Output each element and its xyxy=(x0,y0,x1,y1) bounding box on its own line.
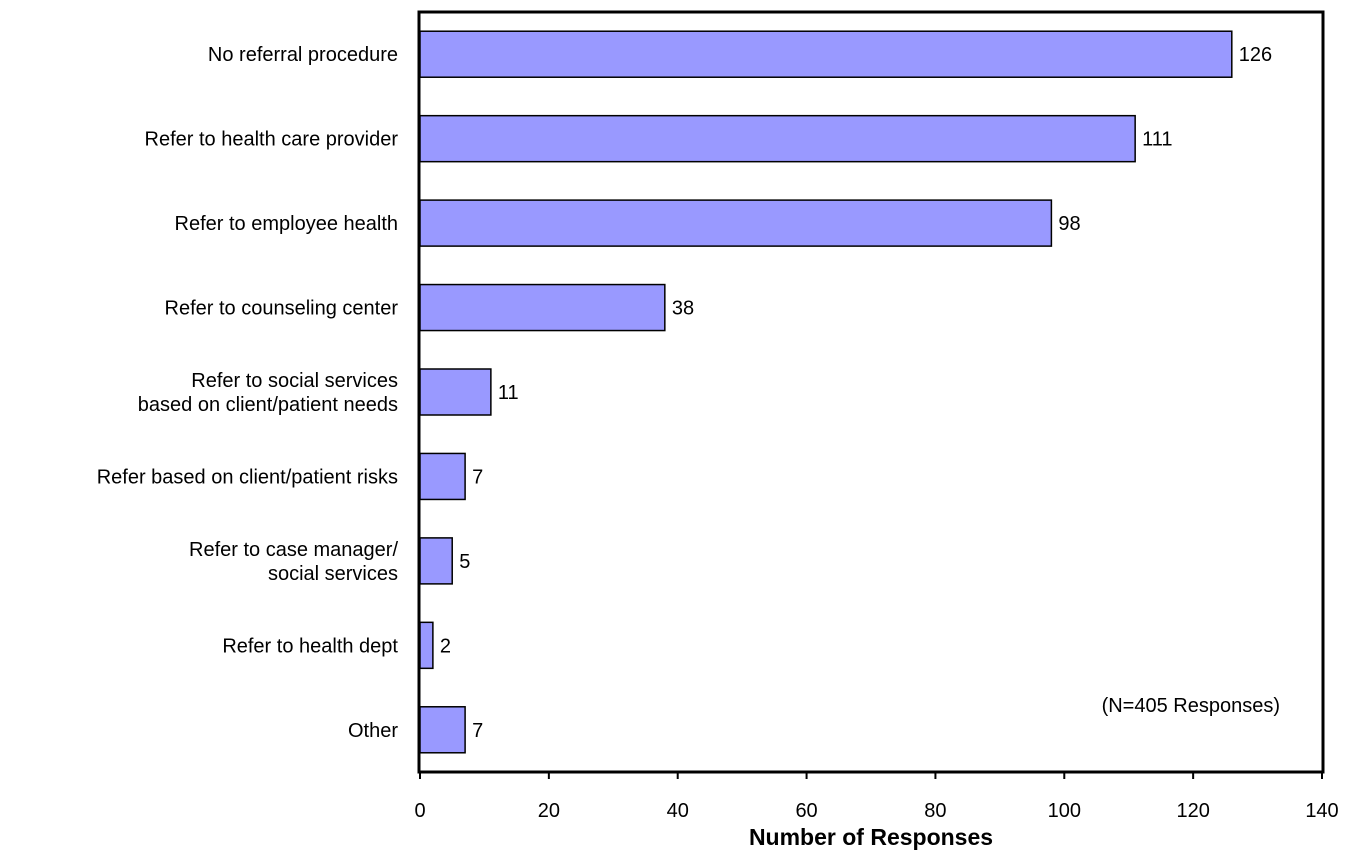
data-label: 7 xyxy=(472,466,483,488)
x-tick-label: 140 xyxy=(1305,800,1338,822)
category-label-line: based on client/patient needs xyxy=(138,394,398,416)
category-label: No referral procedure xyxy=(208,44,398,66)
x-tick-label: 60 xyxy=(795,800,817,822)
category-label-line: Refer based on client/patient risks xyxy=(97,466,398,488)
category-label: Refer to health dept xyxy=(222,635,398,657)
data-label: 38 xyxy=(672,298,694,320)
x-tick-label: 120 xyxy=(1176,800,1209,822)
category-label: Refer to health care provider xyxy=(145,129,399,151)
bar xyxy=(419,114,1136,163)
x-tick-label: 100 xyxy=(1048,800,1081,822)
data-label: 11 xyxy=(498,382,519,404)
bar xyxy=(419,621,434,670)
plot-area-border xyxy=(417,10,1325,774)
bar xyxy=(419,452,466,501)
category-label-line: Refer to counseling center xyxy=(165,298,399,320)
sample-size-note: (N=405 Responses) xyxy=(1102,695,1280,717)
x-axis-ticks: 0 20 40 60 80 100 120 140 xyxy=(414,772,1339,822)
category-label-line: Refer to health dept xyxy=(222,635,398,657)
category-label-line: Other xyxy=(348,720,398,742)
category-label: Refer to social services based on client/… xyxy=(138,370,398,416)
category-label-line: Refer to social services xyxy=(191,370,398,392)
x-axis-label: Number of Responses xyxy=(749,824,993,850)
data-label: 5 xyxy=(459,551,470,573)
bar xyxy=(419,706,466,754)
category-label: Refer to employee health xyxy=(175,213,398,235)
data-label: 126 xyxy=(1239,44,1272,66)
bar xyxy=(419,283,666,332)
category-label-line: Refer to case manager/ xyxy=(189,539,398,561)
data-label: 111 xyxy=(1142,129,1172,151)
bar xyxy=(419,30,1233,78)
data-label: 2 xyxy=(440,635,451,657)
category-label-line: social services xyxy=(268,563,398,585)
x-tick-label: 20 xyxy=(538,800,560,822)
category-label: Refer based on client/patient risks xyxy=(97,466,398,488)
category-label-line: No referral procedure xyxy=(208,44,398,66)
bar xyxy=(419,199,1053,247)
x-tick-label: 40 xyxy=(667,800,689,822)
x-tick-label: 80 xyxy=(924,800,946,822)
category-label: Refer to counseling center xyxy=(165,298,399,320)
bar xyxy=(419,368,492,416)
bars-group: 126 111 98 38 11 7 5 2 7 xyxy=(419,30,1272,754)
data-label: 7 xyxy=(472,720,483,742)
category-label: Other xyxy=(348,720,398,742)
category-label-line: Refer to employee health xyxy=(175,213,398,235)
data-label: 98 xyxy=(1058,213,1080,235)
category-label-line: Refer to health care provider xyxy=(145,129,399,151)
category-label: Refer to case manager/social services xyxy=(189,539,398,585)
category-labels: No referral procedure Refer to health car… xyxy=(97,44,399,742)
bar xyxy=(419,537,453,585)
x-tick-label: 0 xyxy=(414,800,425,822)
